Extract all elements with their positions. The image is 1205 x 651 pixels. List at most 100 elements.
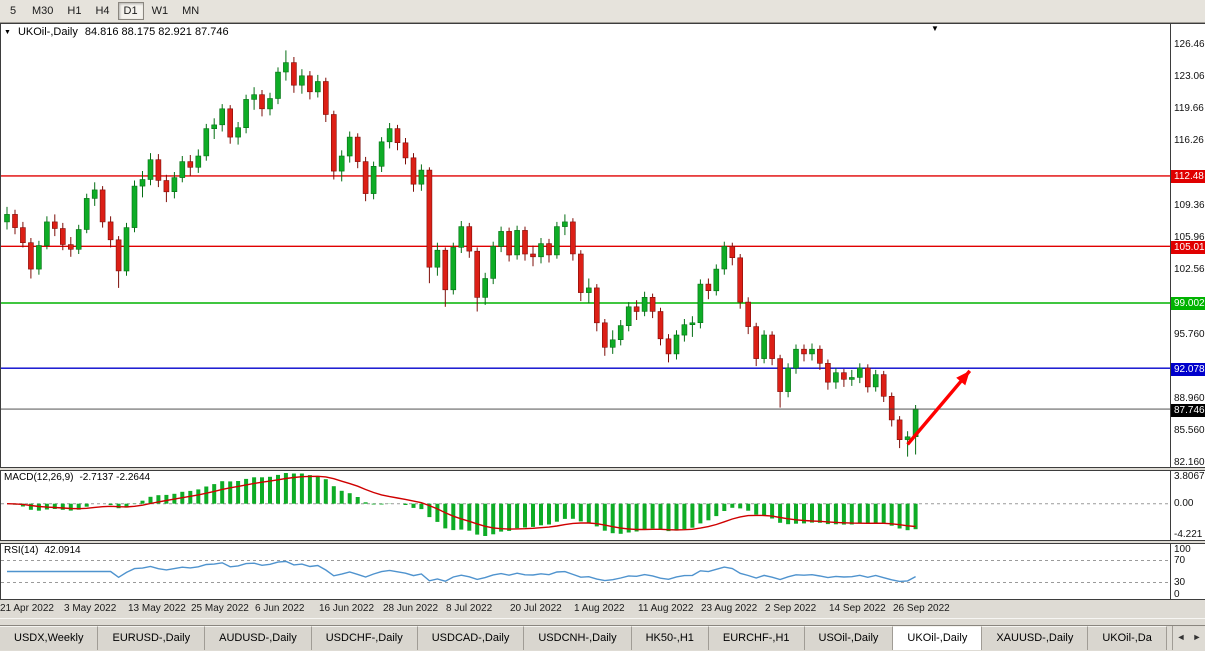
timeframe-5-button[interactable]: 5 — [2, 2, 24, 20]
rsi-scale-tick: 0 — [1174, 589, 1180, 600]
candle — [809, 348, 815, 355]
timeframe-w1-button[interactable]: W1 — [146, 2, 175, 20]
candle — [227, 108, 233, 138]
candle — [450, 247, 457, 291]
candle — [769, 334, 775, 359]
candle — [139, 179, 146, 187]
price-chart[interactable]: ▼ UKOil-,Daily 84.816 88.175 82.921 87.7… — [0, 23, 1171, 468]
tab-scroll-right-icon[interactable]: ► — [1192, 632, 1202, 642]
candle — [522, 230, 528, 255]
candle — [59, 228, 66, 245]
tab-usdx-weekly[interactable]: USDX,Weekly — [0, 626, 99, 650]
price-tick: 123.06 — [1174, 71, 1205, 82]
candle — [434, 249, 441, 268]
candle — [4, 214, 10, 223]
candle — [458, 226, 465, 248]
tab-eurchf-h1[interactable]: EURCHF-,H1 — [708, 626, 805, 650]
candle — [83, 198, 90, 230]
candle — [330, 114, 337, 172]
candle — [729, 246, 736, 258]
timeframe-mn-button[interactable]: MN — [176, 2, 205, 20]
candle — [131, 185, 138, 228]
rsi-panel: RSI(14) 42.0914 100 70 30 0 — [0, 543, 1205, 600]
tab-ukoil-da[interactable]: UKOil-,Da — [1088, 626, 1167, 650]
candle — [20, 227, 26, 244]
macd-chart[interactable]: MACD(12,26,9) -2.7137 -2.2644 — [0, 470, 1171, 541]
tab-usdchf-daily[interactable]: USDCHF-,Daily — [311, 626, 418, 650]
price-tick: 126.46 — [1174, 39, 1205, 50]
candle — [219, 108, 225, 126]
candle — [283, 62, 289, 73]
chart-shift-icon[interactable]: ▼ — [931, 24, 939, 33]
hline-price-badge: 99.002 — [1171, 297, 1205, 310]
tab-xauusd-daily[interactable]: XAUUSD-,Daily — [982, 626, 1089, 650]
symbol-tabstrip: USDX,Weekly EURUSD-,Daily AUDUSD-,Daily USD… — [0, 626, 1205, 650]
rsi-chart[interactable]: RSI(14) 42.0914 — [0, 543, 1171, 600]
candle — [235, 127, 241, 138]
tab-eurusd-daily[interactable]: EURUSD-,Daily — [98, 626, 206, 650]
candle — [777, 358, 783, 392]
rsi-scale-tick: 70 — [1174, 555, 1186, 566]
candle — [36, 245, 42, 270]
macd-label: MACD(12,26,9) -2.7137 -2.2644 — [4, 472, 150, 483]
candle — [75, 229, 82, 250]
tab-usdcnh-daily[interactable]: USDCNH-,Daily — [524, 626, 632, 650]
price-chart-canvas — [1, 50, 1170, 457]
hline-price-badge: 112.48 — [1171, 170, 1205, 183]
candle — [697, 283, 704, 324]
tab-usdcad-daily[interactable]: USDCAD-,Daily — [417, 626, 525, 650]
candle — [267, 98, 273, 110]
date-label: 14 Sep 2022 — [829, 603, 886, 614]
timeframe-h4-button[interactable]: H4 — [89, 2, 115, 20]
tab-ukoil-daily[interactable]: UKOil-,Daily — [893, 626, 983, 650]
candle — [673, 334, 680, 355]
candle — [856, 367, 863, 378]
trend-arrow[interactable] — [906, 369, 972, 446]
candle — [466, 226, 473, 252]
macd-axis[interactable]: 3.8067 0.00 -4.221 — [1171, 470, 1205, 541]
legend-symbol: UKOil-,Daily — [17, 26, 78, 38]
date-label: 11 Aug 2022 — [638, 603, 694, 614]
rsi-axis[interactable]: 100 70 30 0 — [1171, 543, 1205, 600]
timeframe-h1-button[interactable]: H1 — [61, 2, 87, 20]
candle — [99, 189, 106, 223]
macd-values: -2.7137 -2.2644 — [79, 472, 151, 483]
candle — [585, 287, 592, 293]
price-axis[interactable]: 126.46 123.06 119.66 116.26 109.36 105.96 102.… — [1171, 23, 1205, 468]
candle — [593, 287, 600, 324]
tab-scroll-left-icon[interactable]: ◄ — [1176, 632, 1186, 642]
time-axis[interactable]: 21 Apr 2022 3 May 2022 13 May 2022 25 May 2… — [0, 600, 1205, 618]
tab-audusd-daily[interactable]: AUDUSD-,Daily — [205, 626, 312, 650]
candle — [402, 142, 409, 159]
candle — [243, 99, 249, 129]
date-label: 20 Jul 2022 — [510, 603, 562, 614]
timeframe-m30-button[interactable]: M30 — [26, 2, 59, 20]
candle — [107, 221, 114, 241]
macd-title: MACD(12,26,9) — [4, 472, 74, 483]
rsi-value: 42.0914 — [44, 545, 81, 556]
tab-usoil-daily[interactable]: USOil-,Daily — [804, 626, 894, 650]
candle — [649, 296, 656, 312]
candle — [187, 161, 194, 168]
candle — [833, 372, 839, 383]
candle — [601, 322, 608, 348]
legend-expander-icon[interactable]: ▼ — [4, 28, 11, 36]
candle — [12, 214, 18, 228]
candle — [370, 166, 377, 194]
price-tick: 82.160 — [1174, 457, 1205, 468]
timeframe-d1-button[interactable]: D1 — [117, 2, 144, 20]
hline-price-badge: 92.078 — [1171, 363, 1205, 376]
candle — [538, 243, 544, 258]
rsi-scale-tick: 30 — [1174, 577, 1186, 588]
rsi-title: RSI(14) — [4, 545, 39, 556]
tab-hk50-h1[interactable]: HK50-,H1 — [631, 626, 709, 650]
candle — [418, 169, 425, 185]
candle — [657, 311, 664, 340]
candle — [872, 374, 879, 388]
hline-price-badge: 105.01 — [1171, 241, 1205, 254]
candle — [761, 334, 767, 359]
price-tick: 102.56 — [1174, 264, 1205, 275]
candle — [793, 348, 799, 369]
candle — [28, 242, 34, 270]
